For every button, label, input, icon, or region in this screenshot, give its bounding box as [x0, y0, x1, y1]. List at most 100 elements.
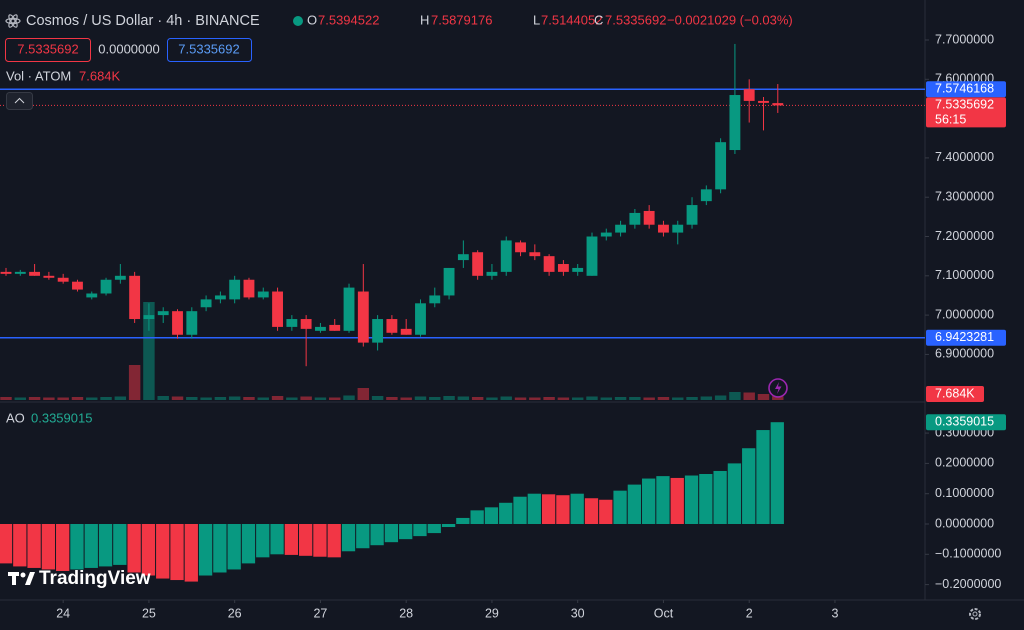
volume-bar: [643, 397, 655, 400]
volume-legend-value: 7.684K: [79, 68, 121, 83]
ao-bar: [113, 524, 127, 565]
volume-legend: Vol · ATOM: [6, 68, 71, 83]
ao-bar: [470, 510, 484, 524]
ao-bar: [70, 524, 84, 570]
collapse-icon: [14, 97, 25, 104]
volume-bar: [700, 396, 713, 400]
volume-bar: [457, 396, 470, 400]
y-tick-label: 7.1000000: [935, 268, 994, 282]
current-price-label-box: [926, 97, 1006, 128]
volume-bar: [257, 397, 269, 400]
x-tick-label: 26: [228, 606, 242, 620]
x-tick-label: 3: [831, 606, 838, 620]
volume-bar: [629, 397, 641, 400]
volume-bar: [271, 396, 284, 400]
ao-bar: [627, 484, 642, 524]
ao-bar: [684, 475, 699, 524]
close-value: 7.5335692: [605, 12, 666, 27]
candle-body: [629, 212, 641, 225]
candle-body: [758, 100, 769, 103]
candle-body: [357, 291, 369, 343]
candle-body: [400, 328, 412, 335]
candle-body: [372, 319, 384, 343]
ao-label-box: [926, 414, 1006, 431]
volume-bar: [429, 397, 441, 400]
x-tick-label: Oct: [654, 606, 674, 620]
ao-bar: [56, 524, 70, 571]
horizontal-line-label-box: [926, 329, 1006, 346]
open-label: O: [307, 12, 317, 27]
ao-bar: [227, 524, 241, 570]
ao-bar: [456, 517, 470, 524]
collapse-button[interactable]: [6, 92, 33, 110]
buy-button[interactable]: [167, 38, 252, 62]
ao-bar: [770, 422, 784, 524]
settings-icon[interactable]: [969, 608, 981, 620]
volume-bar: [329, 397, 341, 400]
volume-bar: [86, 397, 98, 400]
ao-bar: [541, 494, 556, 524]
volume-bar: [186, 397, 198, 400]
y-tick-label: −0.1000000: [935, 547, 1001, 561]
volume-bar: [586, 396, 598, 400]
volume-bar: [543, 397, 555, 400]
ao-bar: [599, 499, 613, 524]
ao-bar: [556, 495, 570, 524]
x-tick-label: 25: [142, 606, 156, 620]
ao-bar: [570, 493, 584, 524]
candle-body: [214, 295, 226, 300]
ao-bar: [241, 524, 256, 564]
horizontal-line-label-box: [926, 81, 1006, 98]
y-tick-label: 6.9000000: [935, 347, 994, 361]
market-status[interactable]: [293, 16, 303, 26]
candle-body: [43, 275, 55, 278]
x-tick-label: 29: [485, 606, 499, 620]
y-tick-label: 7.7000000: [935, 32, 994, 46]
ao-bar: [256, 524, 270, 558]
sell-button[interactable]: [5, 38, 91, 62]
candle-body: [129, 275, 141, 320]
volume-bar: [443, 396, 455, 400]
volume-bar: [672, 397, 684, 400]
ao-legend-value: 0.3359015: [31, 410, 92, 425]
ao-bar: [713, 470, 727, 524]
ao-bar: [13, 524, 27, 567]
volume-bar: [357, 388, 370, 400]
volume-bar: [114, 396, 127, 400]
x-tick-label: 28: [399, 606, 413, 620]
buy-price[interactable]: 7.5335692: [178, 41, 239, 56]
candle-body: [157, 311, 169, 316]
ao-bar: [127, 524, 141, 573]
symbol-title[interactable]: Cosmos / US Dollar · 4h · BINANCE: [26, 13, 260, 29]
alert-icon[interactable]: [768, 378, 788, 398]
candle-body: [572, 267, 584, 272]
x-tick-label: 30: [571, 606, 585, 620]
ao-bar: [642, 478, 656, 524]
volume-bar: [400, 397, 412, 400]
candle-body: [100, 279, 112, 294]
change-value: −0.0021029 (−0.03%): [667, 12, 793, 27]
ao-bar: [98, 524, 113, 567]
y-tick-label: 7.4000000: [935, 150, 994, 164]
candle-body: [186, 311, 198, 335]
volume-bar: [757, 394, 770, 400]
candle-body: [729, 95, 741, 151]
volume-bar: [371, 396, 384, 400]
volume-bar: [686, 397, 698, 400]
candle-body: [543, 256, 555, 272]
ao-bar: [298, 524, 313, 556]
volume-bar: [228, 396, 241, 400]
ao-bar: [84, 524, 98, 568]
volume-bar: [28, 397, 41, 400]
volume-label-box: [926, 386, 984, 402]
candle-body: [743, 89, 755, 101]
ao-bar: [499, 502, 513, 524]
candle-body: [472, 252, 484, 276]
candle-body: [14, 271, 26, 274]
volume-bar: [57, 397, 69, 400]
volume-bar: [314, 397, 327, 400]
sell-price[interactable]: 7.5335692: [17, 41, 78, 56]
watermark-logo: [8, 572, 35, 585]
volume-bar: [414, 396, 427, 400]
open-value: 7.5394522: [318, 12, 379, 27]
